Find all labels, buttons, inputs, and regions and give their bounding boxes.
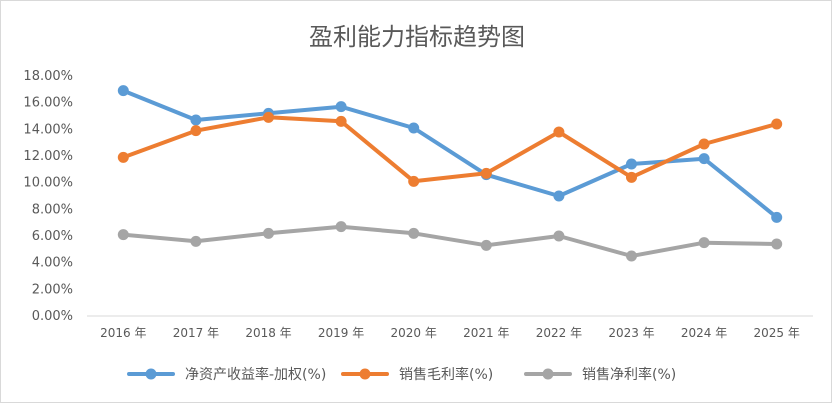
legend-item: 销售毛利率(%) [341,366,493,383]
series-3 [117,221,783,262]
y-axis: 0.00% 2.00% 4.00% 6.00% 8.00% 10.00% 12.00% 14.… [23,69,73,324]
data-point [771,238,783,250]
data-point [263,227,274,239]
x-tick-label: 2025 年 [754,326,800,340]
legend: 净资产收益率-加权(%) 销售毛利率(%) 销售净利率(%) [127,366,676,383]
data-point [771,211,783,223]
legend-label: 销售毛利率(%) [399,366,493,383]
data-point [698,153,710,165]
legend-swatch-marker [542,368,554,380]
y-tick-label: 18.00% [23,69,73,84]
data-point [553,230,565,242]
legend-swatch-marker [359,368,371,380]
data-point [408,122,420,134]
legend-item: 销售净利率(%) [524,366,676,383]
data-point [117,85,129,97]
legend-swatch-marker [145,368,157,380]
data-point [263,111,274,123]
data-point [553,190,565,202]
chart-title: 盈利能力指标趋势图 [309,23,525,51]
x-axis: 2016 年 2017 年 2018 年 2019 年 2020 年 2021 年 2022… [87,315,813,340]
x-tick-label: 2023 年 [608,326,654,340]
data-point [626,250,637,262]
y-tick-label: 10.00% [23,176,73,191]
y-tick-label: 12.00% [23,149,73,164]
series-2 [117,111,783,187]
y-tick-label: 8.00% [32,202,73,217]
data-point [553,126,565,138]
data-point [117,229,129,241]
x-tick-label: 2021 年 [463,326,509,340]
x-tick-label: 2018 年 [245,326,291,340]
data-point [408,175,420,187]
data-point [480,167,492,179]
x-tick-label: 2017 年 [173,326,219,340]
x-tick-label: 2016 年 [100,326,146,340]
data-point [771,118,783,130]
series-line [121,115,779,184]
y-tick-label: 2.00% [32,282,73,297]
series-layer [117,85,783,262]
y-tick-label: 0.00% [32,309,73,324]
x-tick-label: 2024 年 [681,326,727,340]
data-point [117,151,129,163]
legend-label: 销售净利率(%) [582,366,676,383]
y-tick-label: 6.00% [32,229,73,244]
x-tick-label: 2020 年 [391,326,437,340]
data-point [190,114,202,126]
data-point [408,227,420,239]
data-point [626,158,637,170]
y-tick-label: 14.00% [23,122,73,137]
legend-label: 净资产收益率-加权(%) [185,366,326,383]
data-point [480,239,492,251]
data-point [190,125,202,137]
data-point [335,221,347,233]
data-point [698,237,710,249]
y-tick-label: 4.00% [32,256,73,271]
legend-item: 净资产收益率-加权(%) [127,366,326,383]
data-point [698,138,710,150]
series-line [121,224,779,258]
x-tick-label: 2019 年 [318,326,364,340]
data-point [335,115,347,127]
data-point [626,171,637,183]
data-point [335,101,347,113]
data-point [190,235,202,247]
y-tick-label: 16.00% [23,96,73,111]
x-tick-label: 2022 年 [536,326,582,340]
